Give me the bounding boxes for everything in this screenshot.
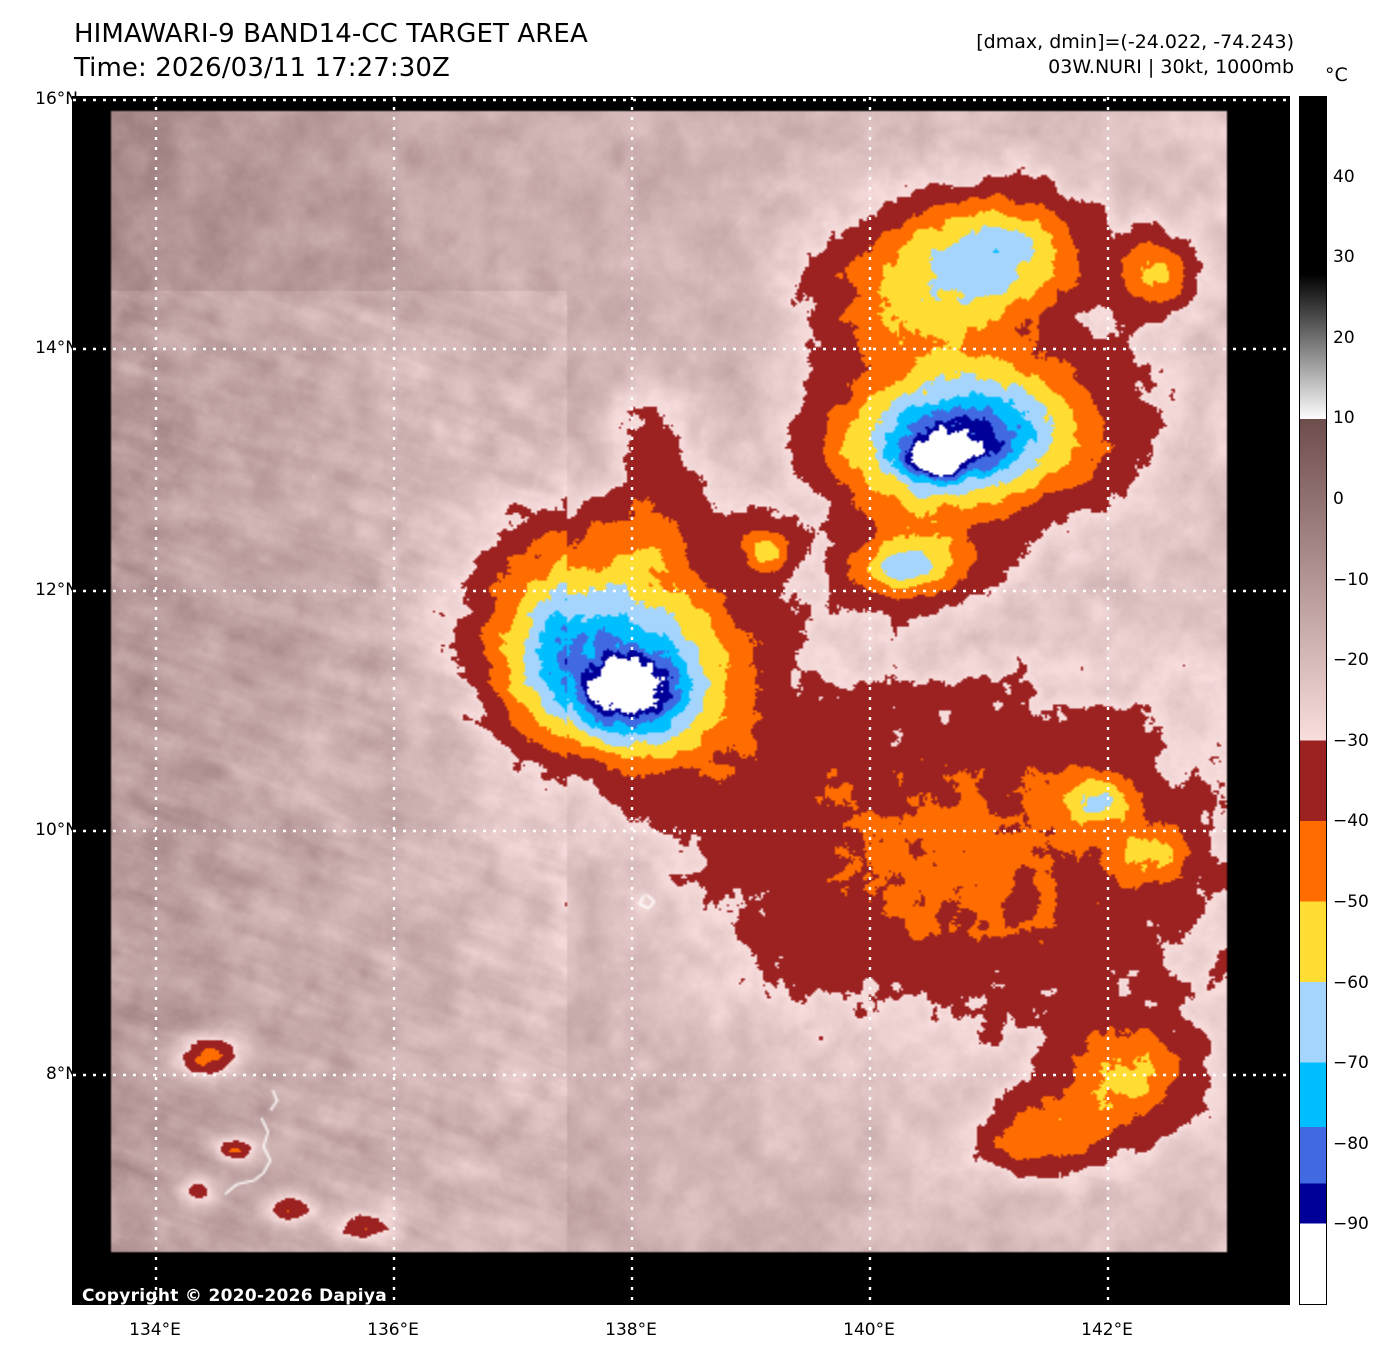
xtick-138e: 138°E <box>605 1320 657 1340</box>
colorbar[interactable] <box>1299 96 1327 1305</box>
xtick-142e: 142°E <box>1081 1320 1133 1340</box>
ytick-14n: 14°N <box>35 338 78 358</box>
colorbar-tick-0: 0 <box>1333 489 1344 509</box>
colorbar-tick-40: 40 <box>1333 166 1355 187</box>
colorbar-tick-20: 20 <box>1333 327 1355 348</box>
colorbar-gradient <box>1300 97 1326 1304</box>
metadata-block: [dmax, dmin]=(-24.022, -74.243) 03W.NURI… <box>976 30 1294 80</box>
colorbar-tick-minus40: −40 <box>1333 811 1369 832</box>
satellite-ir-heatmap <box>73 97 1289 1304</box>
colorbar-tick-minus60: −60 <box>1333 972 1369 993</box>
colorbar-tick-minus30: −30 <box>1333 730 1369 751</box>
dminmax-label: [dmax, dmin]=(-24.022, -74.243) <box>976 31 1294 53</box>
colorbar-tick-minus50: −50 <box>1333 892 1369 912</box>
xtick-136e: 136°E <box>367 1320 419 1340</box>
colorbar-unit-label: °C <box>1325 64 1348 86</box>
ytick-8n: 8°N <box>45 1064 78 1084</box>
colorbar-tick-minus80: −80 <box>1333 1133 1369 1154</box>
copyright-label: Copyright © 2020-2026 Dapiya <box>82 1286 387 1306</box>
page-title: HIMAWARI-9 BAND14-CC TARGET AREA <box>74 19 588 49</box>
colorbar-tick-30: 30 <box>1333 247 1355 268</box>
ytick-10n: 10°N <box>35 820 78 840</box>
colorbar-tick-minus90: −90 <box>1333 1214 1369 1235</box>
colorbar-tick-minus20: −20 <box>1333 650 1369 671</box>
colorbar-tick-10: 10 <box>1333 408 1355 429</box>
ytick-12n: 12°N <box>35 580 78 600</box>
xtick-134e: 134°E <box>129 1320 181 1340</box>
colorbar-tick-minus70: −70 <box>1333 1053 1369 1074</box>
xtick-140e: 140°E <box>843 1320 895 1340</box>
satellite-image-plot[interactable] <box>72 96 1290 1305</box>
colorbar-tick-minus10: −10 <box>1333 569 1369 590</box>
storm-info-label: 03W.NURI | 30kt, 1000mb <box>1048 56 1294 79</box>
timestamp-label: Time: 2026/03/11 17:27:30Z <box>74 52 450 83</box>
lat-lon-gridlines <box>73 97 1289 1304</box>
ytick-16n: 16°N <box>35 89 78 109</box>
title-block: HIMAWARI-9 BAND14-CC TARGET AREA Time: 2… <box>74 18 588 86</box>
